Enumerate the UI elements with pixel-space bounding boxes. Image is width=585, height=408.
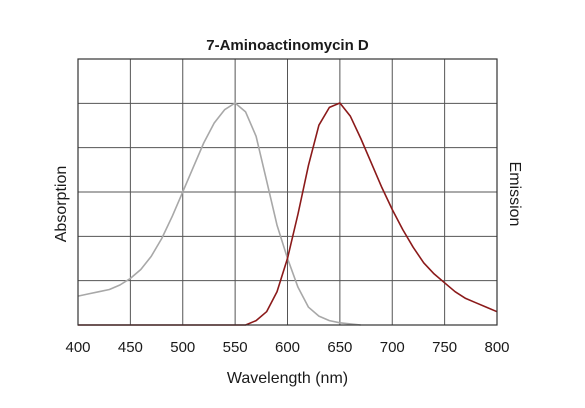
x-tick-labels: 400 450 500 550 600 650 700 750 800 bbox=[65, 339, 509, 356]
emission-curve bbox=[78, 102, 498, 326]
x-tick-label: 400 bbox=[65, 339, 90, 356]
x-tick-label: 700 bbox=[380, 339, 405, 356]
x-tick-label: 750 bbox=[432, 339, 457, 356]
x-tick-label: 600 bbox=[275, 339, 300, 356]
x-tick-label: 450 bbox=[118, 339, 143, 356]
grid bbox=[78, 59, 497, 325]
absorption-curve bbox=[77, 102, 361, 326]
chart-title: 7-Aminoactinomycin D bbox=[206, 37, 369, 54]
plot-frame bbox=[77, 58, 498, 326]
x-tick-label: 800 bbox=[484, 339, 509, 356]
x-axis-label: Wavelength (nm) bbox=[227, 370, 348, 387]
x-tick-label: 550 bbox=[223, 339, 248, 356]
y-axis-label-left: Absorption bbox=[53, 166, 70, 243]
series-layer bbox=[77, 102, 498, 326]
x-tick-label: 500 bbox=[170, 339, 195, 356]
x-tick-label: 650 bbox=[327, 339, 352, 356]
y-axis-label-right: Emission bbox=[506, 162, 523, 227]
